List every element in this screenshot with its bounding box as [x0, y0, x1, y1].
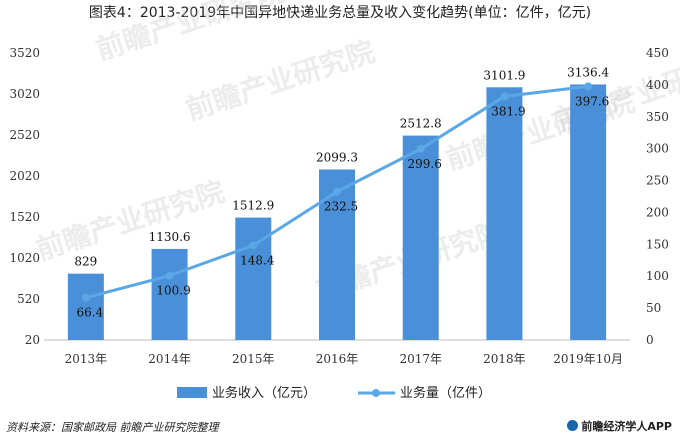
line-point: [584, 82, 593, 91]
y-left-tick-label: 20: [25, 333, 40, 347]
bar: [486, 87, 523, 340]
watermark-text: 前瞻产业研究院: [182, 35, 379, 127]
line-labels: 66.4 100.9 148.4 232.5 299.6 381.9 397.6: [76, 94, 609, 319]
line-point: [333, 187, 341, 196]
line-point: [500, 92, 509, 101]
y-right-tick-label: 450: [646, 46, 669, 60]
x-tick-label: 2019年10月: [553, 352, 623, 366]
bar: [67, 273, 104, 340]
bar-value-label: 3136.4: [567, 65, 609, 79]
line-value-label: 397.6: [575, 94, 609, 108]
y-right-tick-label: 200: [646, 205, 669, 219]
bar: [402, 135, 439, 340]
brand-logo-icon: [567, 420, 579, 431]
source-note: 资料来源：国家邮政局 前瞻产业研究院整理: [6, 421, 219, 434]
line-value-label: 299.6: [408, 157, 442, 171]
line-value-label: 381.9: [491, 104, 525, 118]
line-point: [81, 293, 90, 302]
y-left-tick-label: 520: [17, 292, 40, 306]
y-right-tick-label: 250: [646, 174, 669, 188]
watermark-text: 前瞻产业研究院: [32, 175, 229, 267]
bar: [151, 248, 188, 340]
bar-value-label: 1512.9: [232, 199, 274, 213]
x-tick-label: 2014年: [148, 352, 191, 366]
y-right-tick-label: 100: [646, 269, 669, 283]
y-left-tick-label: 3520: [9, 46, 40, 60]
line-value-label: 100.9: [156, 284, 190, 298]
y-right-tick-label: 50: [646, 301, 661, 315]
legend-bar-swatch: [177, 387, 207, 398]
y-left-tick-label: 3020: [9, 87, 40, 101]
line-series: [81, 82, 593, 302]
line-point: [165, 271, 174, 280]
legend-bar-label: 业务收入（亿元）: [212, 385, 316, 401]
x-axis-ticks: 2013年 2014年 2015年 2016年 2017年 2018年 2019年10月: [65, 352, 623, 366]
left-axis: 20 520 1020 1520 2020 2520 3020 3520: [9, 46, 40, 347]
line-point: [249, 241, 258, 250]
x-tick-label: 2018年: [483, 352, 526, 366]
y-left-tick-label: 2020: [9, 169, 40, 183]
x-tick-label: 2017年: [399, 352, 442, 366]
bar-labels: 829 1130.6 1512.9 2099.3 2512.8 3101.9 3136.4: [74, 65, 609, 268]
bar-value-label: 2512.8: [400, 117, 442, 131]
y-right-tick-label: 0: [646, 333, 654, 347]
right-axis: 0 50 100 150 200 250 300 350 400 450: [646, 46, 669, 347]
line-point: [416, 144, 425, 153]
line-value-label: 148.4: [240, 253, 275, 267]
bar: [570, 84, 607, 340]
line-value-label: 232.5: [324, 200, 358, 214]
watermark-text: 前瞻产业研究院: [92, 0, 289, 67]
line-value-label: 66.4: [76, 306, 103, 320]
brand-text: 前瞻经济学人APP: [581, 420, 672, 433]
y-left-tick-label: 2520: [9, 128, 40, 142]
bar-value-label: 1130.6: [149, 230, 191, 244]
bar-value-label: 829: [74, 255, 97, 269]
x-tick-label: 2015年: [232, 352, 275, 366]
y-right-tick-label: 300: [646, 142, 669, 156]
legend-line-label: 业务量（亿件）: [400, 385, 491, 401]
legend-line-marker: [372, 389, 380, 397]
bar-value-label: 3101.9: [483, 68, 525, 82]
bar-value-label: 2099.3: [316, 150, 358, 164]
y-right-tick-label: 150: [646, 237, 669, 251]
y-left-tick-label: 1020: [9, 251, 40, 265]
chart-title: 图表4：2013-2019年中国异地快递业务总量及收入变化趋势(单位：亿件，亿元…: [88, 5, 592, 21]
y-right-tick-label: 400: [646, 78, 669, 92]
x-tick-label: 2013年: [65, 352, 108, 366]
legend: 业务收入（亿元） 业务量（亿件）: [177, 385, 491, 401]
x-tick-label: 2016年: [316, 352, 359, 366]
y-right-tick-label: 350: [646, 110, 669, 124]
brand-mark: 前瞻经济学人APP: [567, 418, 672, 434]
y-left-tick-label: 1520: [9, 210, 40, 224]
